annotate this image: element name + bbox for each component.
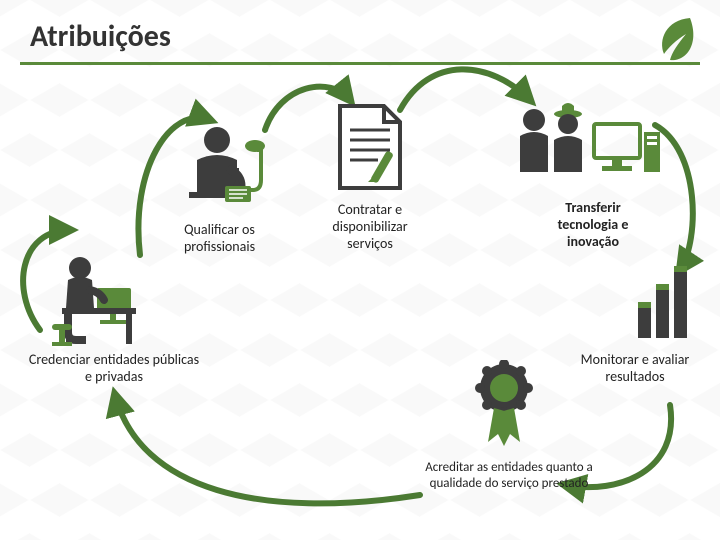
bar-chart-icon [636, 260, 691, 340]
label-credenciar: Credenciar entidades públicas e privadas [24, 352, 204, 386]
ribbon-icon [474, 360, 534, 450]
label-contratar: Contratar e disponibilizar serviços [310, 202, 430, 252]
tech-people-icon [512, 100, 662, 185]
label-transferir: Transferir tecnologia e inovação [538, 200, 648, 250]
document-icon [330, 100, 410, 195]
writing-person-icon [175, 120, 275, 215]
label-qualificar: Qualificar os profissionais [162, 222, 277, 256]
label-acreditar: Acreditar as entidades quanto a qualidad… [414, 460, 604, 491]
desk-person-icon [42, 240, 152, 350]
label-monitorar: Monitorar e avaliar resultados [560, 352, 710, 386]
